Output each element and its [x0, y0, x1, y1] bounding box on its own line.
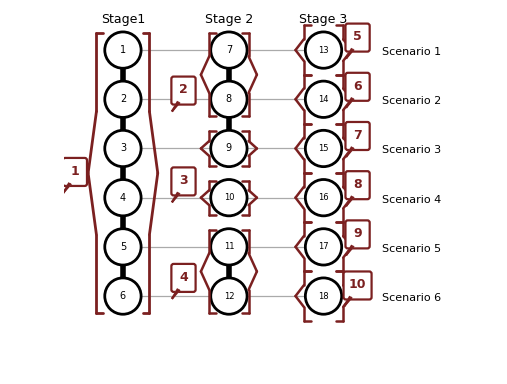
Circle shape — [211, 32, 247, 68]
Text: Scenario 6: Scenario 6 — [382, 293, 441, 303]
Circle shape — [105, 229, 141, 265]
Text: 14: 14 — [318, 95, 329, 104]
Polygon shape — [347, 49, 353, 58]
Polygon shape — [347, 197, 353, 205]
Circle shape — [211, 179, 247, 216]
Circle shape — [105, 179, 141, 216]
Circle shape — [105, 81, 141, 118]
FancyBboxPatch shape — [345, 220, 370, 248]
Text: 10: 10 — [224, 193, 234, 202]
Text: Scenario 4: Scenario 4 — [382, 195, 442, 205]
Text: 16: 16 — [318, 193, 329, 202]
Text: Stage1: Stage1 — [101, 13, 145, 26]
Text: Scenario 3: Scenario 3 — [382, 146, 441, 156]
Text: 10: 10 — [349, 278, 367, 291]
Text: 5: 5 — [120, 242, 126, 252]
Circle shape — [105, 32, 141, 68]
FancyBboxPatch shape — [345, 122, 370, 150]
Circle shape — [305, 130, 342, 167]
Circle shape — [305, 229, 342, 265]
Circle shape — [211, 229, 247, 265]
Text: Stage 3: Stage 3 — [300, 13, 348, 26]
FancyBboxPatch shape — [345, 171, 370, 199]
Circle shape — [211, 278, 247, 314]
Text: Scenario 5: Scenario 5 — [382, 244, 441, 254]
Text: 5: 5 — [353, 30, 362, 43]
Text: Stage 2: Stage 2 — [205, 13, 253, 26]
Text: 7: 7 — [226, 45, 232, 55]
Text: 1: 1 — [120, 45, 126, 55]
Text: 9: 9 — [226, 144, 232, 154]
Polygon shape — [347, 246, 353, 255]
FancyBboxPatch shape — [63, 158, 87, 186]
Polygon shape — [347, 99, 353, 107]
Polygon shape — [172, 102, 179, 111]
Text: 15: 15 — [318, 144, 329, 153]
Circle shape — [105, 278, 141, 314]
Circle shape — [105, 130, 141, 167]
FancyBboxPatch shape — [171, 264, 196, 292]
Text: 11: 11 — [224, 242, 234, 252]
Circle shape — [305, 81, 342, 118]
Circle shape — [305, 179, 342, 216]
Text: 6: 6 — [353, 79, 362, 93]
FancyBboxPatch shape — [171, 167, 196, 195]
FancyBboxPatch shape — [171, 76, 196, 104]
Text: 9: 9 — [353, 227, 362, 240]
Text: 3: 3 — [120, 144, 126, 154]
FancyBboxPatch shape — [345, 73, 370, 101]
Polygon shape — [172, 193, 179, 202]
Text: 1: 1 — [70, 165, 79, 178]
Polygon shape — [172, 290, 179, 298]
Text: 2: 2 — [120, 94, 126, 104]
Polygon shape — [345, 297, 351, 306]
Text: 2: 2 — [179, 83, 188, 96]
Circle shape — [305, 32, 342, 68]
Polygon shape — [347, 148, 353, 156]
Text: 12: 12 — [224, 291, 234, 301]
Text: 18: 18 — [318, 291, 329, 301]
FancyBboxPatch shape — [344, 271, 372, 300]
Text: 7: 7 — [353, 129, 362, 142]
Circle shape — [211, 130, 247, 167]
Text: 4: 4 — [179, 271, 188, 284]
Polygon shape — [64, 184, 70, 192]
Text: 13: 13 — [318, 46, 329, 55]
FancyBboxPatch shape — [345, 23, 370, 51]
Text: 17: 17 — [318, 242, 329, 252]
Text: Scenario 2: Scenario 2 — [382, 96, 442, 106]
Circle shape — [305, 278, 342, 314]
Text: 6: 6 — [120, 291, 126, 301]
Text: 4: 4 — [120, 193, 126, 203]
Circle shape — [211, 81, 247, 118]
Text: 8: 8 — [353, 178, 362, 191]
Text: Scenario 1: Scenario 1 — [382, 47, 441, 57]
Text: 3: 3 — [179, 174, 188, 187]
Text: 8: 8 — [226, 94, 232, 104]
